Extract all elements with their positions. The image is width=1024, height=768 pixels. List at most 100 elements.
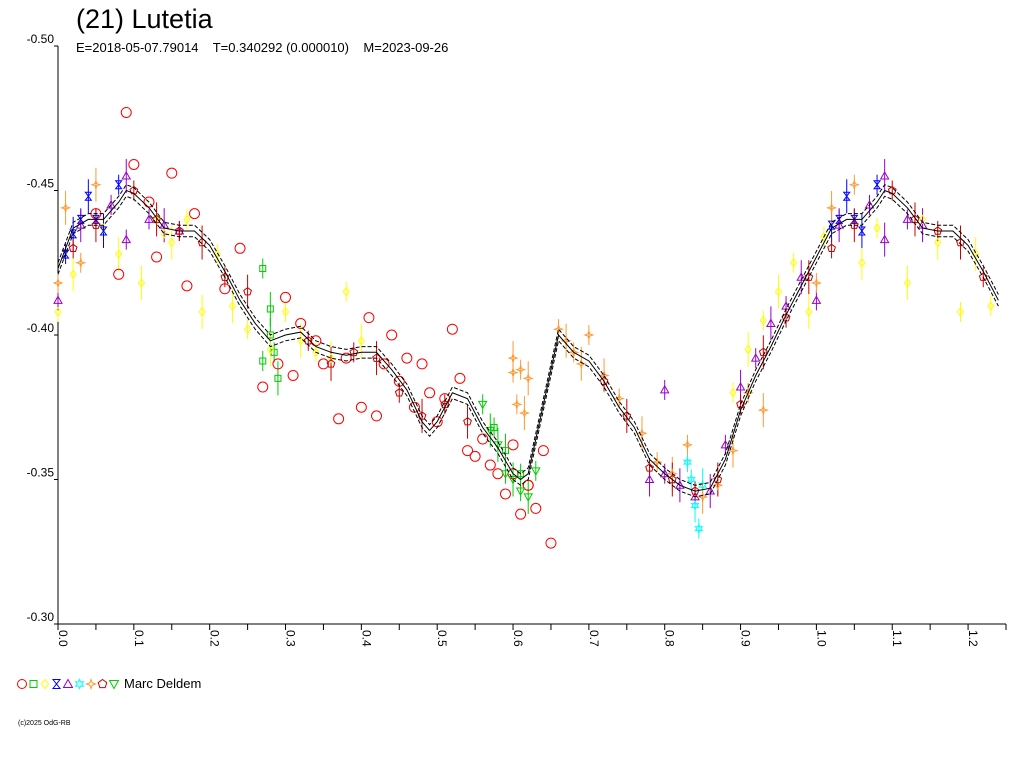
point-circle [333,413,345,425]
point-star4 [515,364,527,376]
copyright-text: (c)2025 OdG-RB [18,720,71,727]
point-circle [355,401,367,413]
point-hourglass [857,226,866,236]
y-tick-label: -0.30 [27,610,55,624]
point-diamond [744,344,752,355]
point-circle [340,352,352,364]
point-circle [530,502,542,514]
point-pentagon [645,463,654,472]
point-circle [522,479,534,491]
point-invtriangle [515,487,526,497]
point-circle [181,280,193,292]
point-diamond [357,335,365,346]
point-triangle [902,214,913,223]
point-circle [416,358,428,370]
point-pentagon [667,474,677,484]
point-circle [462,445,474,457]
point-star4 [712,479,724,491]
point-star4 [518,407,531,419]
point-circle [234,242,246,254]
point-circle [454,372,466,384]
point-diamond [281,307,290,317]
point-diamond [198,307,206,317]
point-triangle [121,234,132,244]
point-star4 [552,323,565,335]
point-star4 [825,202,838,214]
point-invtriangle [500,470,511,479]
point-hourglass [84,191,93,201]
point-triangle [735,382,746,391]
point-pentagon [349,347,359,357]
point-square [517,470,525,478]
point-circle [189,208,201,220]
legend-markers [17,677,120,691]
point-triangle [766,318,776,327]
point-pentagon [827,243,836,253]
point-star4 [757,404,769,416]
chart-subtitle: E=2018-05-07.79014 T=0.340292 (0.000010)… [76,40,449,55]
point-circle [219,283,231,295]
point-star4 [59,202,72,214]
x-tick-label: 0.3 [284,630,298,647]
x-tick-label: 1.0 [814,630,828,647]
point-triangle [644,474,655,483]
point-triangle [659,384,670,394]
point-diamond [69,269,77,280]
point-star6 [686,474,696,485]
point-star4 [52,277,64,289]
point-triangle [675,480,685,489]
point-diamond [774,286,783,297]
point-circle [469,450,481,462]
point-star4 [90,179,102,191]
point-pentagon [910,214,920,224]
point-star4 [848,179,860,191]
legend-triangle-icon [62,678,74,688]
point-circle [272,358,284,370]
point-diamond [228,301,237,311]
point-circle [545,537,557,549]
point-circle [499,488,511,500]
point-pentagon [91,220,101,229]
point-diamond [790,257,798,268]
point-diamond [243,324,252,335]
point-circle [363,312,375,324]
point-circle [287,369,299,381]
point-circle [386,329,398,341]
x-tick-label: 1.1 [890,630,904,647]
point-circle [378,358,390,370]
point-star6 [690,500,700,511]
point-pentagon [463,417,472,426]
point-diamond [918,214,927,225]
legend-square-icon [29,680,38,688]
point-pentagon [220,272,230,281]
point-star4 [810,277,823,289]
point-triangle [750,353,761,362]
point-circle [317,358,329,370]
point-diamond [873,223,881,233]
x-tick-label: 1.2 [966,630,980,647]
point-circle [257,381,269,393]
point-square [266,305,274,313]
point-diamond [137,278,146,288]
point-pentagon [849,220,859,229]
point-star4 [727,444,739,457]
point-triangle [144,214,154,223]
point-diamond [183,214,191,225]
point-triangle [811,295,822,304]
point-pentagon [978,272,988,281]
point-diamond [168,237,176,248]
point-diamond [342,286,350,297]
point-circle [446,323,458,335]
x-tick-label: 0.6 [511,630,525,647]
x-tick-label: 0.9 [739,630,753,647]
point-star6 [694,523,704,534]
point-circle [295,317,307,329]
point-circle [280,291,292,303]
legend-observer-label: Marc Deldem [124,676,202,691]
point-diamond [956,307,965,317]
point-pentagon [622,411,632,420]
point-diamond [729,387,737,398]
point-star4 [507,366,519,379]
point-star4 [507,352,519,364]
point-diamond [987,301,995,311]
